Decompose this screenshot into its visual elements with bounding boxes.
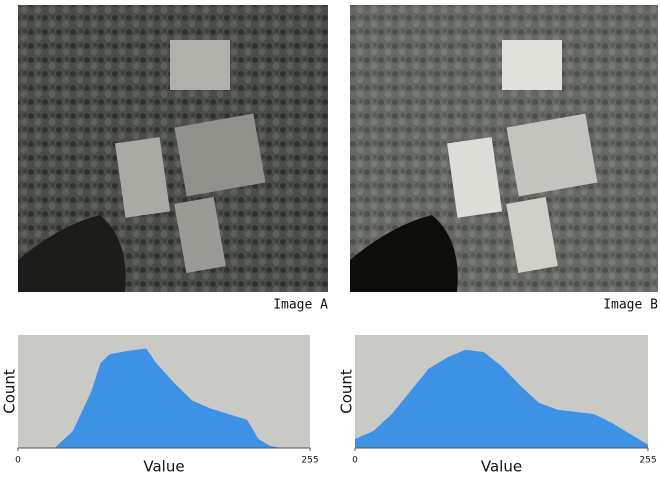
image-label: Image A [273, 298, 328, 313]
x-tick-label: 0 [352, 456, 358, 466]
y-axis-label: Count [1, 369, 19, 414]
x-tick-label: 0 [15, 456, 21, 466]
image-label: Image B [603, 298, 658, 313]
x-tick-label: 255 [301, 456, 318, 466]
x-axis-label: Value [481, 458, 522, 476]
x-tick-label: 255 [639, 456, 656, 466]
y-axis-label: Count [338, 369, 356, 414]
x-axis-label: Value [143, 458, 184, 476]
photo-a [18, 5, 328, 292]
photo-b [350, 5, 658, 292]
figure: Image A 0 255 Value Count Image B 0 255 Value Cou… [0, 0, 660, 479]
